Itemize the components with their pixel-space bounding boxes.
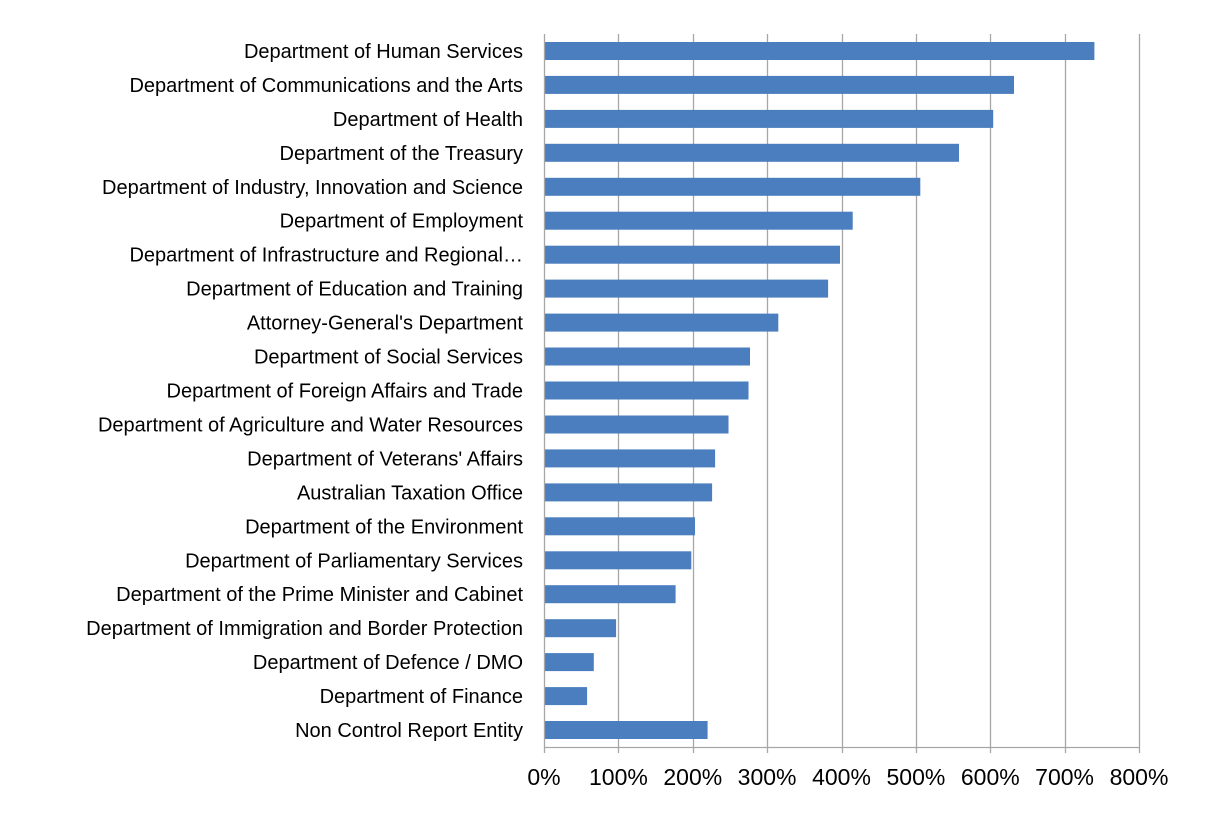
category-label: Department of Employment (280, 211, 524, 233)
bar-10 (544, 347, 750, 366)
axes (543, 34, 1141, 753)
category-label: Australian Taxation Office (297, 482, 523, 504)
x-tick-label: 300% (738, 764, 797, 790)
bar-3 (544, 109, 994, 128)
bars (544, 42, 1095, 739)
category-label: Department of Parliamentary Services (185, 550, 523, 572)
bar-7 (544, 245, 840, 264)
x-tick-label: 400% (812, 764, 871, 790)
category-label: Non Control Report Entity (295, 720, 523, 742)
category-label: Department of Education and Training (186, 279, 523, 301)
category-label: Department of Infrastructure and Regiona… (129, 245, 523, 267)
category-label: Department of the Prime Minister and Cab… (116, 584, 523, 606)
bar-4 (544, 143, 959, 162)
category-label: Department of Foreign Affairs and Trade (167, 381, 524, 403)
bar-12 (544, 415, 729, 434)
x-tick-label: 200% (663, 764, 722, 790)
bar-15 (544, 517, 695, 536)
x-tick-labels: 0% 100% 200% 300% 400% 500% 600% 700% 800% (527, 764, 1168, 790)
x-tick-label: 600% (961, 764, 1020, 790)
bar-18 (544, 619, 617, 638)
category-labels: Department of Human Services Department o… (86, 41, 523, 742)
category-label: Department of the Treasury (280, 143, 523, 165)
category-label: Department of Social Services (254, 347, 523, 369)
x-tick-label: 500% (886, 764, 945, 790)
category-label: Department of Immigration and Border Pro… (86, 618, 523, 640)
bar-21 (544, 721, 708, 739)
category-label: Department of Communications and the Art… (129, 75, 523, 97)
x-tick-label: 100% (589, 764, 648, 790)
category-label: Department of Agriculture and Water Reso… (98, 415, 523, 437)
bar-13 (544, 449, 716, 468)
bar-5 (544, 177, 921, 196)
bar-17 (544, 585, 676, 604)
bar-19 (544, 653, 594, 672)
x-tick-label: 0% (527, 764, 560, 790)
bar-11 (544, 381, 749, 400)
category-label: Department of Veterans' Affairs (247, 448, 523, 470)
bar-9 (544, 313, 779, 332)
bar-14 (544, 483, 713, 502)
category-label: Department of Industry, Innovation and S… (102, 177, 523, 199)
bar-8 (544, 279, 829, 298)
category-label: Department of the Environment (245, 516, 523, 538)
category-label: Attorney-General's Department (247, 313, 524, 335)
category-label: Department of Human Services (244, 41, 523, 63)
bar-6 (544, 211, 853, 230)
bar-16 (544, 551, 692, 570)
bar-20 (544, 687, 588, 706)
category-label: Department of Finance (320, 686, 523, 708)
bar-2 (544, 75, 1014, 94)
category-label: Department of Defence / DMO (253, 652, 523, 674)
x-tick-label: 800% (1110, 764, 1169, 790)
bar-1 (544, 42, 1095, 60)
category-label: Department of Health (333, 109, 523, 131)
x-tick-label: 700% (1035, 764, 1094, 790)
